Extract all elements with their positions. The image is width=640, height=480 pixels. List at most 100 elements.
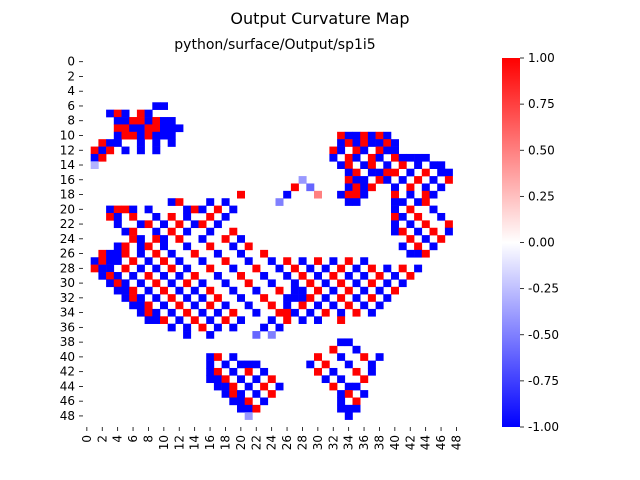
colorbar-tick-label: 1.00 [528, 51, 555, 65]
heatmap-cell [375, 139, 384, 147]
heatmap-cell [213, 220, 222, 229]
y-tick-label: 10 [60, 128, 75, 142]
heatmap-cell [206, 360, 215, 369]
heatmap-cell [144, 272, 153, 280]
heatmap-cell [429, 227, 438, 236]
heatmap-cell [144, 205, 153, 214]
heatmap-cell [160, 286, 168, 295]
heatmap-cell [398, 153, 407, 162]
heatmap-cell [167, 131, 176, 140]
heatmap-cell [337, 404, 346, 413]
heatmap-cell [152, 279, 161, 288]
heatmap-cell [221, 212, 230, 221]
heatmap-cell [152, 227, 161, 236]
heatmap-cell [437, 235, 446, 243]
heatmap-cell [267, 390, 276, 398]
heatmap-cell [106, 257, 115, 265]
heatmap-cell [352, 183, 361, 192]
heatmap-cell [221, 198, 230, 206]
heatmap-cell [267, 301, 276, 310]
heatmap-cell [206, 367, 215, 376]
heatmap-cell [152, 117, 161, 125]
heatmap-cell [367, 153, 376, 162]
heatmap-cell [136, 235, 145, 243]
heatmap-cell [298, 286, 307, 295]
x-tick-label: 36 [357, 435, 371, 450]
heatmap-cell [121, 117, 130, 125]
heatmap-cell [398, 176, 407, 184]
heatmap-cell [206, 316, 215, 324]
heatmap-cell [283, 316, 292, 324]
heatmap-cell [391, 139, 399, 147]
heatmap-cell [391, 146, 399, 155]
heatmap-cell [98, 139, 107, 147]
heatmap-cell [213, 367, 222, 376]
heatmap-cell [113, 272, 122, 280]
x-tick-label: 38 [372, 435, 386, 450]
heatmap-cell [98, 146, 107, 155]
heatmap-cell [367, 183, 376, 192]
heatmap-cell [198, 294, 207, 302]
heatmap-cell [344, 176, 353, 184]
heatmap-cell [237, 390, 245, 398]
heatmap-cell [314, 301, 322, 310]
heatmap-cell [352, 198, 361, 206]
heatmap-cell [167, 323, 176, 332]
heatmap-cell [237, 404, 245, 413]
heatmap-cell [106, 264, 115, 273]
heatmap-cell [252, 404, 261, 413]
heatmap-cell [383, 168, 392, 177]
heatmap-cell [237, 190, 245, 199]
heatmap-cell [237, 375, 245, 384]
x-tick-label: 46 [434, 435, 448, 450]
heatmap-cell [421, 168, 430, 177]
heatmap-cell [206, 375, 215, 384]
heatmap-cell [136, 308, 145, 317]
heatmap-cell [352, 382, 361, 391]
heatmap-cell [213, 353, 222, 361]
heatmap-cell [406, 183, 415, 192]
heatmap-cell [398, 227, 407, 236]
heatmap-cell [337, 353, 346, 361]
heatmap-cell [344, 382, 353, 391]
heatmap-cell [121, 124, 130, 133]
heatmap-cell [121, 109, 130, 118]
heatmap-cell [414, 212, 423, 221]
heatmap-cell [290, 183, 299, 192]
heatmap-cell [213, 294, 222, 302]
heatmap-cell [160, 131, 168, 140]
heatmap-cell [106, 205, 115, 214]
heatmap-cell [90, 146, 99, 155]
heatmap-cells [90, 102, 453, 420]
heatmap-cell [375, 176, 384, 184]
heatmap-cell [337, 190, 346, 199]
heatmap-cell [190, 272, 199, 280]
chart-subtitle: python/surface/Output/sp1i5 [174, 37, 375, 53]
heatmap-cell [352, 190, 361, 199]
colorbar [502, 58, 520, 427]
heatmap-cell [337, 131, 346, 140]
heatmap-cell [190, 301, 199, 310]
heatmap-cell [360, 272, 369, 280]
heatmap-cell [106, 279, 115, 288]
heatmap-cell [344, 412, 353, 420]
heatmap-cell [421, 249, 430, 258]
heatmap-cell [406, 153, 415, 162]
heatmap-cell [229, 382, 238, 391]
heatmap-cell [190, 220, 199, 229]
heatmap-cell [406, 272, 415, 280]
x-tick-label: 20 [234, 435, 248, 450]
heatmap-cell [152, 139, 161, 147]
heatmap-cell [314, 367, 322, 376]
heatmap-cell [190, 205, 199, 214]
heatmap-cell [344, 198, 353, 206]
heatmap-cell [206, 353, 215, 361]
heatmap-cell [183, 227, 192, 236]
heatmap-cell [290, 279, 299, 288]
heatmap-cell [106, 212, 115, 221]
heatmap-cell [414, 264, 423, 273]
y-tick-label: 34 [60, 306, 75, 320]
x-tick-label: 34 [342, 435, 356, 450]
heatmap-cell [360, 257, 369, 265]
